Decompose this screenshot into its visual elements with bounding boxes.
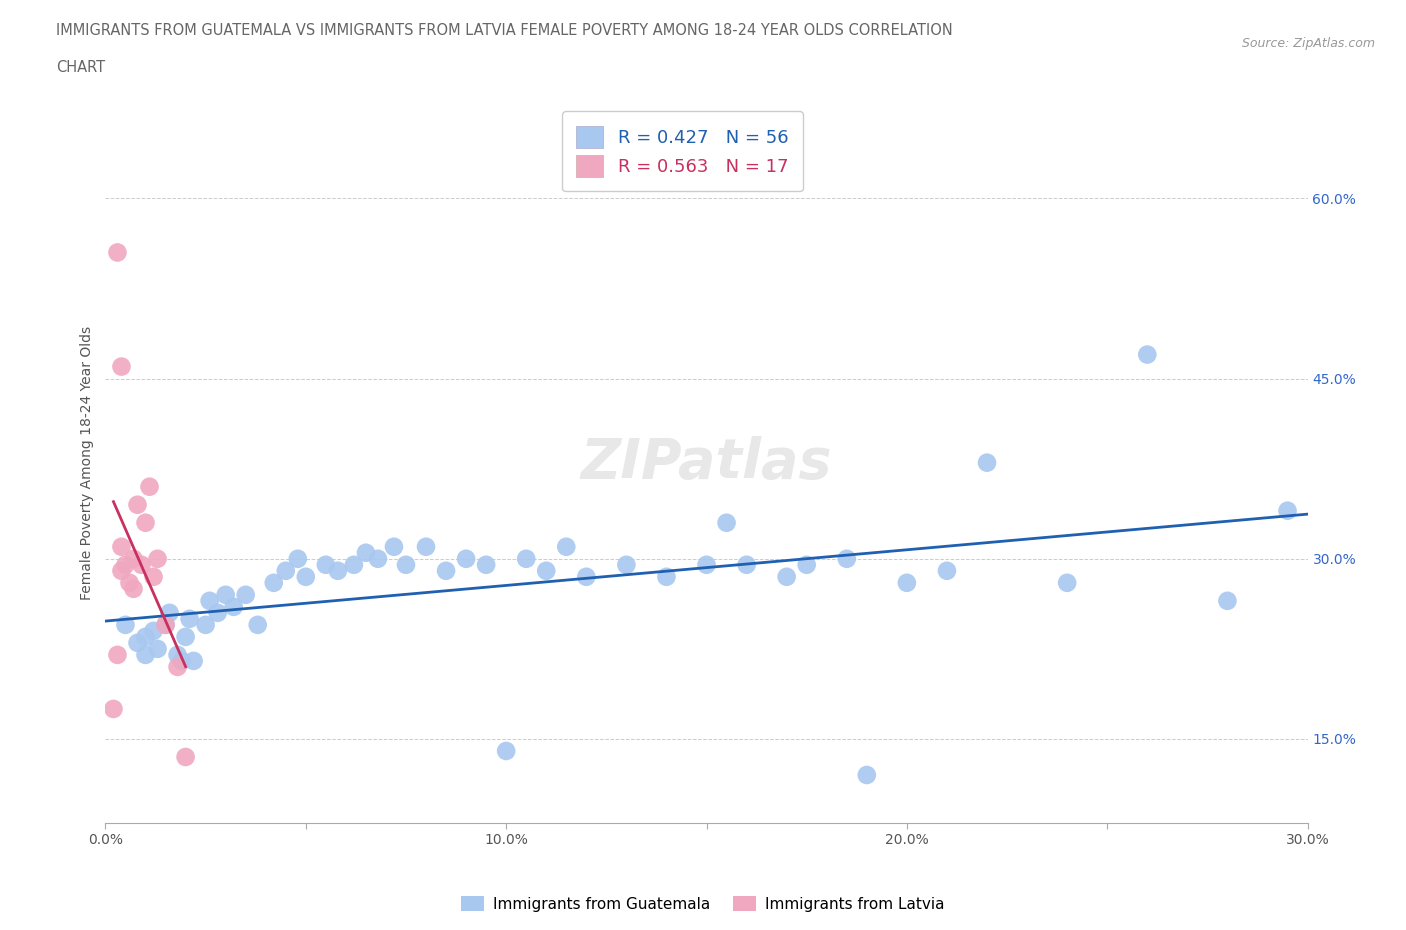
Point — [475, 557, 498, 572]
Point — [179, 611, 201, 626]
Point — [118, 576, 141, 591]
Point — [246, 618, 269, 632]
Point — [575, 569, 598, 584]
Point — [194, 618, 217, 632]
Point — [166, 659, 188, 674]
Point — [1136, 347, 1159, 362]
Point — [555, 539, 578, 554]
Point — [655, 569, 678, 584]
Point — [1277, 503, 1299, 518]
Point — [122, 581, 145, 596]
Point — [222, 600, 245, 615]
Text: CHART: CHART — [56, 60, 105, 75]
Point — [142, 569, 165, 584]
Point — [367, 551, 389, 566]
Point — [155, 618, 177, 632]
Point — [776, 569, 799, 584]
Text: Source: ZipAtlas.com: Source: ZipAtlas.com — [1241, 37, 1375, 50]
Point — [170, 654, 193, 669]
Point — [936, 564, 959, 578]
Point — [146, 642, 169, 657]
Point — [159, 605, 181, 620]
Point — [127, 635, 149, 650]
Point — [235, 588, 257, 603]
Legend: Immigrants from Guatemala, Immigrants from Latvia: Immigrants from Guatemala, Immigrants fr… — [456, 889, 950, 918]
Y-axis label: Female Poverty Among 18-24 Year Olds: Female Poverty Among 18-24 Year Olds — [80, 326, 94, 600]
Point — [274, 564, 297, 578]
Point — [110, 539, 132, 554]
Point — [214, 588, 236, 603]
Point — [127, 498, 149, 512]
Point — [142, 623, 165, 638]
Point — [135, 515, 157, 530]
Point — [395, 557, 418, 572]
Legend: R = 0.427   N = 56, R = 0.563   N = 17: R = 0.427 N = 56, R = 0.563 N = 17 — [562, 112, 803, 192]
Point — [107, 245, 129, 259]
Point — [354, 545, 377, 560]
Text: IMMIGRANTS FROM GUATEMALA VS IMMIGRANTS FROM LATVIA FEMALE POVERTY AMONG 18-24 Y: IMMIGRANTS FROM GUATEMALA VS IMMIGRANTS … — [56, 23, 953, 38]
Point — [1216, 593, 1239, 608]
Point — [207, 605, 229, 620]
Point — [896, 576, 918, 591]
Point — [114, 618, 136, 632]
Point — [343, 557, 366, 572]
Point — [135, 647, 157, 662]
Point — [1056, 576, 1078, 591]
Point — [515, 551, 537, 566]
Point — [616, 557, 638, 572]
Point — [835, 551, 858, 566]
Point — [135, 630, 157, 644]
Point — [534, 564, 557, 578]
Point — [315, 557, 337, 572]
Point — [434, 564, 457, 578]
Point — [287, 551, 309, 566]
Point — [796, 557, 818, 572]
Point — [454, 551, 477, 566]
Point — [122, 551, 145, 566]
Point — [382, 539, 405, 554]
Text: ZIPatlas: ZIPatlas — [581, 435, 832, 490]
Point — [855, 767, 877, 782]
Point — [103, 701, 125, 716]
Point — [146, 551, 169, 566]
Point — [131, 557, 153, 572]
Point — [107, 647, 129, 662]
Point — [110, 564, 132, 578]
Point — [263, 576, 285, 591]
Point — [295, 569, 318, 584]
Point — [110, 359, 132, 374]
Point — [716, 515, 738, 530]
Point — [174, 630, 197, 644]
Point — [696, 557, 718, 572]
Point — [495, 744, 517, 759]
Point — [183, 654, 205, 669]
Point — [198, 593, 221, 608]
Point — [415, 539, 437, 554]
Point — [138, 479, 160, 494]
Point — [166, 647, 188, 662]
Point — [155, 618, 177, 632]
Point — [114, 557, 136, 572]
Point — [174, 750, 197, 764]
Point — [976, 456, 998, 471]
Point — [326, 564, 349, 578]
Point — [735, 557, 758, 572]
